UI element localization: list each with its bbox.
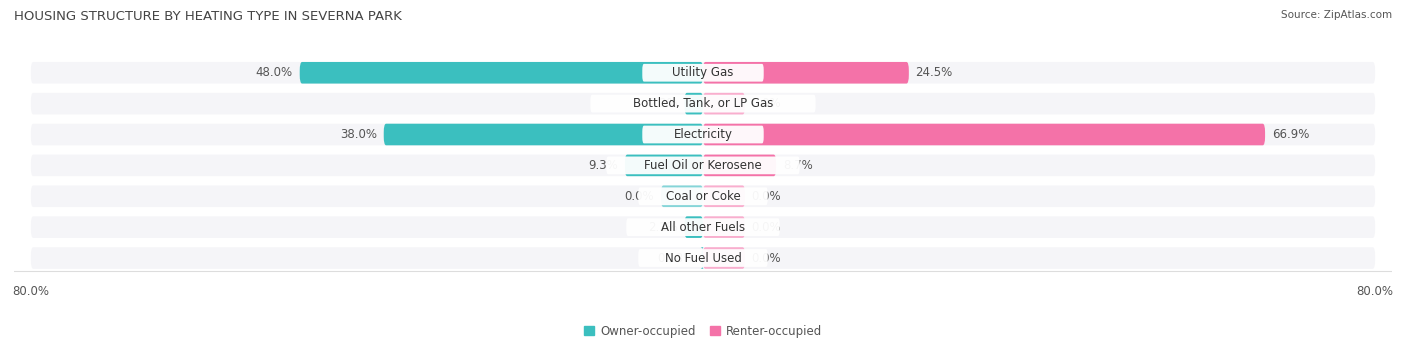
FancyBboxPatch shape: [31, 186, 1375, 207]
FancyBboxPatch shape: [31, 247, 1375, 269]
FancyBboxPatch shape: [661, 186, 703, 207]
Text: 2.2%: 2.2%: [648, 97, 678, 110]
Text: 2.2%: 2.2%: [648, 221, 678, 234]
Text: No Fuel Used: No Fuel Used: [665, 252, 741, 265]
FancyBboxPatch shape: [31, 124, 1375, 145]
Text: 24.5%: 24.5%: [915, 66, 953, 79]
FancyBboxPatch shape: [606, 157, 800, 174]
FancyBboxPatch shape: [643, 64, 763, 81]
Text: 0.0%: 0.0%: [752, 252, 782, 265]
FancyBboxPatch shape: [384, 124, 703, 145]
Text: Bottled, Tank, or LP Gas: Bottled, Tank, or LP Gas: [633, 97, 773, 110]
Text: 9.3%: 9.3%: [588, 159, 619, 172]
Text: 0.0%: 0.0%: [624, 190, 654, 203]
Text: Coal or Coke: Coal or Coke: [665, 190, 741, 203]
FancyBboxPatch shape: [685, 216, 703, 238]
FancyBboxPatch shape: [703, 216, 745, 238]
FancyBboxPatch shape: [703, 124, 1265, 145]
FancyBboxPatch shape: [31, 93, 1375, 115]
FancyBboxPatch shape: [703, 186, 745, 207]
Text: 0.18%: 0.18%: [658, 252, 695, 265]
Text: 38.0%: 38.0%: [340, 128, 377, 141]
Text: 66.9%: 66.9%: [1272, 128, 1309, 141]
Text: 0.0%: 0.0%: [752, 190, 782, 203]
FancyBboxPatch shape: [638, 188, 768, 205]
Text: 8.7%: 8.7%: [783, 159, 813, 172]
Text: 0.0%: 0.0%: [752, 221, 782, 234]
FancyBboxPatch shape: [703, 154, 776, 176]
FancyBboxPatch shape: [700, 247, 704, 269]
Text: Electricity: Electricity: [673, 128, 733, 141]
FancyBboxPatch shape: [703, 247, 745, 269]
FancyBboxPatch shape: [591, 95, 815, 113]
Text: Fuel Oil or Kerosene: Fuel Oil or Kerosene: [644, 159, 762, 172]
FancyBboxPatch shape: [31, 216, 1375, 238]
Text: 0.0%: 0.0%: [752, 97, 782, 110]
Text: HOUSING STRUCTURE BY HEATING TYPE IN SEVERNA PARK: HOUSING STRUCTURE BY HEATING TYPE IN SEV…: [14, 10, 402, 23]
FancyBboxPatch shape: [624, 154, 703, 176]
FancyBboxPatch shape: [31, 154, 1375, 176]
FancyBboxPatch shape: [643, 125, 763, 143]
Text: All other Fuels: All other Fuels: [661, 221, 745, 234]
FancyBboxPatch shape: [299, 62, 703, 84]
FancyBboxPatch shape: [703, 62, 908, 84]
FancyBboxPatch shape: [638, 249, 768, 267]
Text: Utility Gas: Utility Gas: [672, 66, 734, 79]
Text: Source: ZipAtlas.com: Source: ZipAtlas.com: [1281, 10, 1392, 20]
FancyBboxPatch shape: [685, 93, 703, 115]
FancyBboxPatch shape: [703, 93, 745, 115]
Text: 48.0%: 48.0%: [256, 66, 292, 79]
FancyBboxPatch shape: [626, 218, 780, 236]
FancyBboxPatch shape: [31, 62, 1375, 84]
Legend: Owner-occupied, Renter-occupied: Owner-occupied, Renter-occupied: [583, 325, 823, 338]
